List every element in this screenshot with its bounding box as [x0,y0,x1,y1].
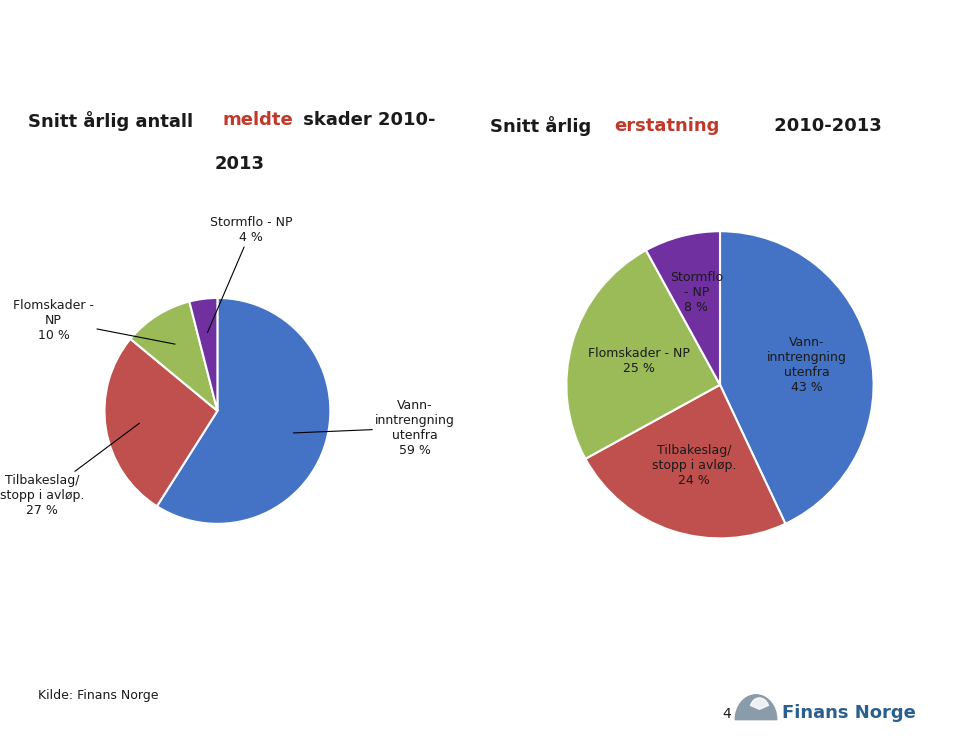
Text: Stormflo
- NP
8 %: Stormflo - NP 8 % [670,271,723,314]
Text: Tilbakeslag/
stopp i avløp.
27 %: Tilbakeslag/ stopp i avløp. 27 % [0,423,139,517]
Wedge shape [751,698,768,709]
Wedge shape [646,231,720,385]
Text: Tilbakeslag/
stopp i avløp.
24 %: Tilbakeslag/ stopp i avløp. 24 % [652,444,736,487]
Text: skader 2010-: skader 2010- [298,111,436,129]
Text: erstatning: erstatning [614,117,720,135]
Wedge shape [735,695,777,719]
Text: Snitt årlig: Snitt årlig [490,115,597,136]
Text: Flomskader - NP
25 %: Flomskader - NP 25 % [588,347,690,375]
Wedge shape [189,298,217,411]
Wedge shape [131,301,217,411]
Wedge shape [156,298,330,524]
Wedge shape [566,250,720,459]
Wedge shape [720,231,874,524]
Text: Vann-
inntrengning
utenfra
59 %: Vann- inntrengning utenfra 59 % [294,399,455,457]
Text: meldte: meldte [223,111,293,129]
Wedge shape [105,339,217,506]
Text: Overvann og tilbakeslag vs naturskader: Overvann og tilbakeslag vs naturskader [15,27,549,51]
Text: Finans Norge: Finans Norge [782,704,916,722]
Text: Kilde: Finans Norge: Kilde: Finans Norge [38,689,159,702]
Text: Vann-
inntrengning
utenfra
43 %: Vann- inntrengning utenfra 43 % [767,337,847,394]
Text: 4: 4 [723,707,732,722]
Text: 2013: 2013 [215,155,265,173]
Text: Stormflo - NP
4 %: Stormflo - NP 4 % [207,216,293,332]
Text: Flomskader -
NP
10 %: Flomskader - NP 10 % [13,299,175,344]
Wedge shape [586,385,785,539]
Text: 2010-2013: 2010-2013 [768,117,881,135]
Text: Snitt årlig antall: Snitt årlig antall [28,111,200,131]
